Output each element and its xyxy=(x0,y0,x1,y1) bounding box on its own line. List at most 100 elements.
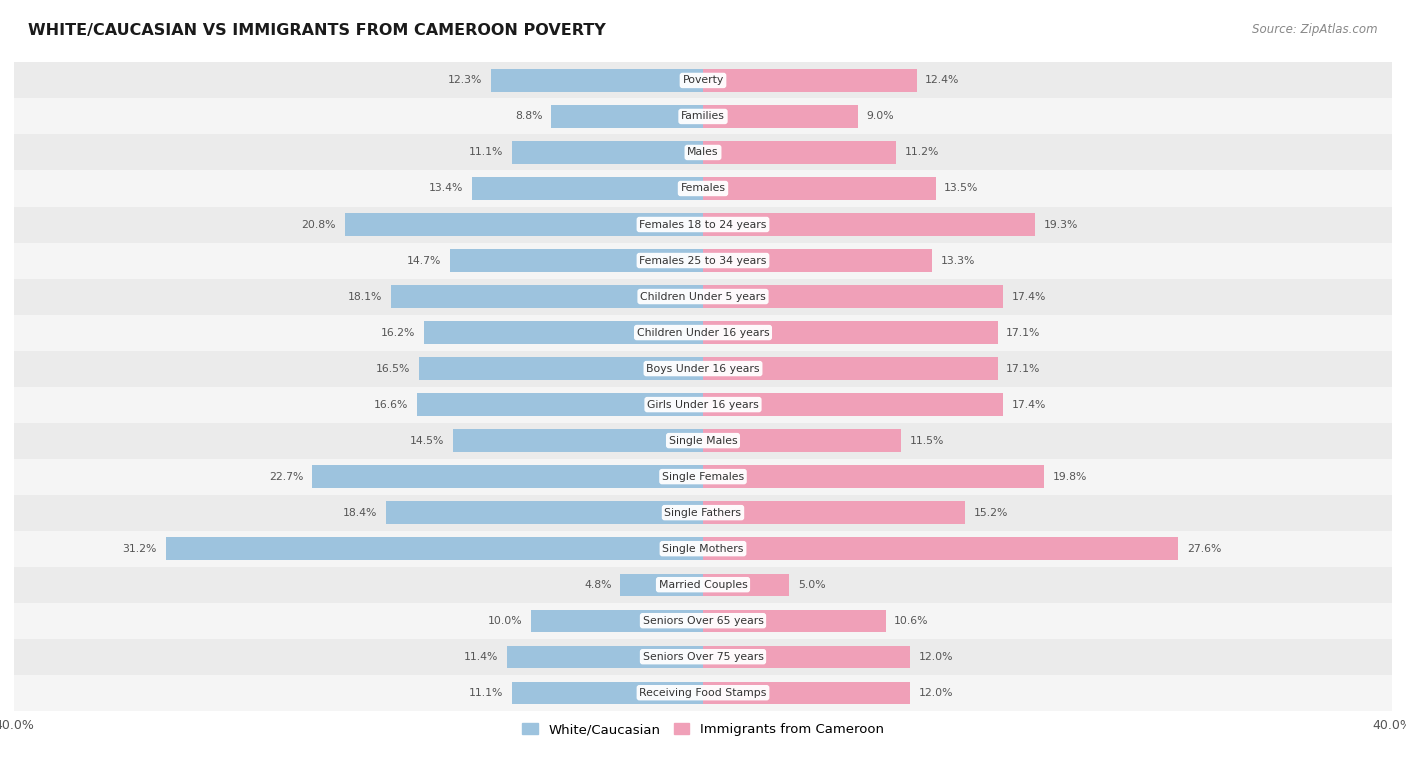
Text: 11.4%: 11.4% xyxy=(464,652,498,662)
Text: Children Under 5 years: Children Under 5 years xyxy=(640,292,766,302)
Text: Boys Under 16 years: Boys Under 16 years xyxy=(647,364,759,374)
Text: 16.6%: 16.6% xyxy=(374,399,409,409)
Bar xyxy=(703,285,1002,308)
Bar xyxy=(703,69,917,92)
Text: 10.6%: 10.6% xyxy=(894,615,929,625)
Text: Seniors Over 75 years: Seniors Over 75 years xyxy=(643,652,763,662)
Bar xyxy=(14,315,1392,350)
Bar xyxy=(14,531,1392,567)
Text: 4.8%: 4.8% xyxy=(585,580,612,590)
Bar xyxy=(703,609,886,632)
Text: Seniors Over 65 years: Seniors Over 65 years xyxy=(643,615,763,625)
Bar xyxy=(703,177,935,199)
Bar xyxy=(703,321,997,343)
Text: WHITE/CAUCASIAN VS IMMIGRANTS FROM CAMEROON POVERTY: WHITE/CAUCASIAN VS IMMIGRANTS FROM CAMER… xyxy=(28,23,606,38)
Text: 12.0%: 12.0% xyxy=(918,652,953,662)
Text: Single Fathers: Single Fathers xyxy=(665,508,741,518)
Bar xyxy=(703,502,965,524)
Text: 12.4%: 12.4% xyxy=(925,76,959,86)
Text: 13.3%: 13.3% xyxy=(941,255,974,265)
Bar xyxy=(703,141,896,164)
Bar xyxy=(703,465,1045,488)
Text: 12.3%: 12.3% xyxy=(449,76,482,86)
Text: 31.2%: 31.2% xyxy=(122,543,157,553)
Text: 14.7%: 14.7% xyxy=(406,255,441,265)
Bar xyxy=(620,574,703,596)
Text: Married Couples: Married Couples xyxy=(658,580,748,590)
Bar xyxy=(703,646,910,668)
Bar xyxy=(166,537,703,560)
Text: Single Females: Single Females xyxy=(662,471,744,481)
Bar xyxy=(14,99,1392,134)
Bar xyxy=(703,105,858,127)
Bar xyxy=(418,393,703,415)
Text: 20.8%: 20.8% xyxy=(302,220,336,230)
Bar xyxy=(391,285,703,308)
Bar xyxy=(312,465,703,488)
Bar xyxy=(551,105,703,127)
Text: 16.2%: 16.2% xyxy=(381,327,415,337)
Bar xyxy=(14,278,1392,315)
Text: 13.5%: 13.5% xyxy=(945,183,979,193)
Bar xyxy=(14,62,1392,99)
Text: 16.5%: 16.5% xyxy=(375,364,411,374)
Text: 10.0%: 10.0% xyxy=(488,615,522,625)
Bar xyxy=(472,177,703,199)
Text: 11.5%: 11.5% xyxy=(910,436,943,446)
Text: Children Under 16 years: Children Under 16 years xyxy=(637,327,769,337)
Bar xyxy=(14,171,1392,206)
Text: 17.4%: 17.4% xyxy=(1011,292,1046,302)
Text: Single Males: Single Males xyxy=(669,436,737,446)
Bar xyxy=(14,495,1392,531)
Text: Families: Families xyxy=(681,111,725,121)
Text: Single Mothers: Single Mothers xyxy=(662,543,744,553)
Bar xyxy=(14,639,1392,675)
Bar xyxy=(703,537,1178,560)
Text: 17.4%: 17.4% xyxy=(1011,399,1046,409)
Bar xyxy=(14,675,1392,711)
Text: 11.2%: 11.2% xyxy=(904,148,939,158)
Bar xyxy=(512,681,703,704)
Text: 19.8%: 19.8% xyxy=(1053,471,1087,481)
Bar xyxy=(344,213,703,236)
Text: 19.3%: 19.3% xyxy=(1045,220,1078,230)
Bar xyxy=(531,609,703,632)
Bar xyxy=(703,358,997,380)
Text: 11.1%: 11.1% xyxy=(468,688,503,697)
Bar xyxy=(387,502,703,524)
Bar xyxy=(14,243,1392,278)
Bar xyxy=(506,646,703,668)
Bar xyxy=(453,430,703,452)
Text: 14.5%: 14.5% xyxy=(411,436,444,446)
Bar xyxy=(703,249,932,271)
Bar xyxy=(14,603,1392,639)
Text: Receiving Food Stamps: Receiving Food Stamps xyxy=(640,688,766,697)
Text: Girls Under 16 years: Girls Under 16 years xyxy=(647,399,759,409)
Bar xyxy=(703,681,910,704)
Bar xyxy=(14,567,1392,603)
Text: 22.7%: 22.7% xyxy=(269,471,304,481)
Bar xyxy=(14,134,1392,171)
Text: 11.1%: 11.1% xyxy=(468,148,503,158)
Text: 18.1%: 18.1% xyxy=(349,292,382,302)
Text: Females 18 to 24 years: Females 18 to 24 years xyxy=(640,220,766,230)
Bar xyxy=(703,430,901,452)
Bar xyxy=(450,249,703,271)
Text: 27.6%: 27.6% xyxy=(1187,543,1222,553)
Bar xyxy=(14,387,1392,423)
Text: Poverty: Poverty xyxy=(682,76,724,86)
Bar xyxy=(14,206,1392,243)
Text: 5.0%: 5.0% xyxy=(797,580,825,590)
Text: 17.1%: 17.1% xyxy=(1007,327,1040,337)
Bar xyxy=(14,459,1392,495)
Bar xyxy=(703,213,1035,236)
Bar xyxy=(703,393,1002,415)
Text: Males: Males xyxy=(688,148,718,158)
Bar xyxy=(419,358,703,380)
Bar xyxy=(14,350,1392,387)
Legend: White/Caucasian, Immigrants from Cameroon: White/Caucasian, Immigrants from Cameroo… xyxy=(517,718,889,742)
Bar xyxy=(425,321,703,343)
Text: 9.0%: 9.0% xyxy=(866,111,894,121)
Text: 15.2%: 15.2% xyxy=(973,508,1008,518)
Bar xyxy=(491,69,703,92)
